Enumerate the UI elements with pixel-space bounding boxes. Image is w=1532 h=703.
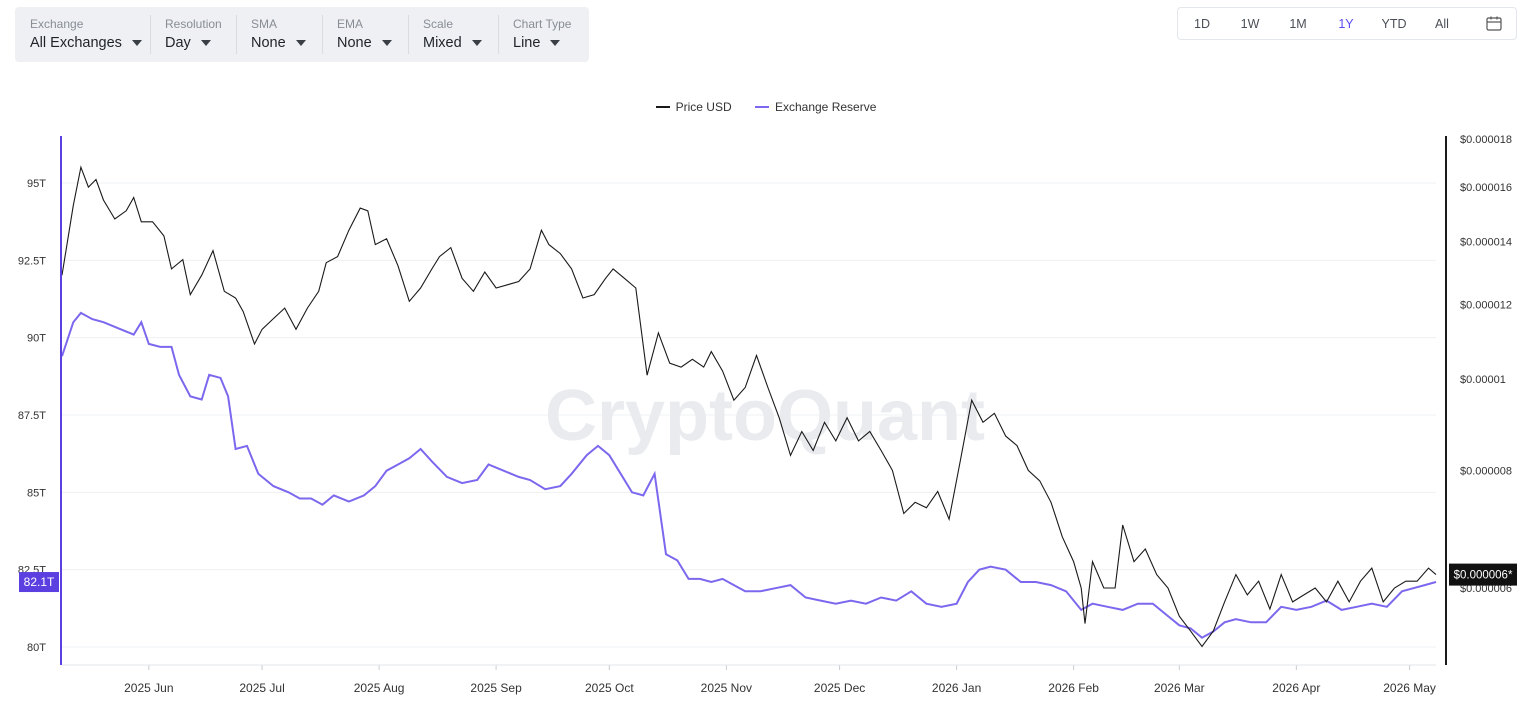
x-axis-tick-label: 2025 Dec [814,681,865,695]
left-axis-tick-label: 95T [27,178,46,190]
x-axis-tick-label: 2026 Jan [932,681,981,695]
chevron-down-icon [550,40,561,46]
scale-select-label: Scale [423,17,454,31]
current-price-label: $0.000006* [1454,570,1513,582]
chart-type-select[interactable]: Chart Type Line [498,7,588,62]
ema-select[interactable]: EMA None [322,7,408,62]
legend-label-reserve: Exchange Reserve [774,100,877,114]
x-axis-tick-label: 2026 Apr [1272,681,1320,695]
legend-item-price[interactable]: Price USD [655,100,732,114]
time-range-selector: 1D 1W 1M 1Y YTD All [1177,7,1517,40]
right-axis-tick-label: $0.000006 [1460,583,1512,595]
left-axis-tick-label: 87.5T [18,410,46,422]
chart-axes: 95T92.5T90T87.5T85T82.5T80T$0.000018$0.0… [18,134,1517,695]
chevron-down-icon [295,40,306,46]
price-usd-line [61,165,1437,648]
x-axis-tick-label: 2025 Aug [354,681,405,695]
left-axis-tick-label: 90T [27,333,46,345]
right-axis-tick-label: $0.000018 [1460,134,1512,146]
resolution-select-value: Day [165,35,191,51]
left-axis-tick-label: 92.5T [18,255,46,267]
chevron-down-icon [381,40,392,46]
chart-legend: Price USD Exchange Reserve [0,97,1532,114]
resolution-select-label: Resolution [165,17,222,31]
exchange-select-value: All Exchanges [30,35,122,51]
range-all-button[interactable]: All [1435,16,1449,31]
range-1m-button[interactable]: 1M [1289,16,1307,31]
right-axis-tick-label: $0.000014 [1460,237,1512,249]
exchange-select[interactable]: Exchange All Exchanges [15,7,150,62]
left-axis-tick-label: 85T [27,487,46,499]
current-price-badge [1449,563,1517,586]
x-axis-tick-label: 2025 Oct [585,681,634,695]
scale-select[interactable]: Scale Mixed [408,7,498,62]
range-1y-button[interactable]: 1Y [1338,16,1354,31]
sma-select[interactable]: SMA None [236,7,322,62]
x-axis-tick-label: 2025 Nov [701,681,752,695]
chevron-down-icon [471,40,482,46]
legend-swatch-price [655,106,670,108]
chart-type-select-value: Line [513,35,541,51]
current-reserve-label: 82.1T [24,575,55,589]
right-axis-tick-label: $0.000012 [1460,300,1512,312]
right-axis-tick-label: $0.000008 [1460,465,1512,477]
ema-select-label: EMA [337,17,364,31]
right-axis-tick-label: $0.000016 [1460,182,1512,194]
x-axis-tick-label: 2026 Mar [1154,681,1205,695]
scale-select-value: Mixed [423,35,462,51]
left-axis-tick-label: 80T [27,642,46,654]
exchange-reserve-line [61,311,1437,639]
calendar-icon[interactable] [1486,16,1502,31]
legend-item-reserve[interactable]: Exchange Reserve [754,100,877,114]
x-axis-tick-label: 2025 Sep [470,681,522,695]
ema-select-value: None [337,35,372,51]
x-axis-tick-label: 2025 Jul [239,681,284,695]
range-1w-button[interactable]: 1W [1240,16,1260,31]
current-reserve-badge [19,572,59,593]
range-ytd-button[interactable]: YTD [1381,16,1407,31]
resolution-select[interactable]: Resolution Day [150,7,236,62]
chart-controls: Exchange All Exchanges Resolution Day SM… [15,7,589,62]
chart-type-select-label: Chart Type [513,17,572,31]
range-1d-button[interactable]: 1D [1194,16,1210,31]
sma-select-label: SMA [251,17,278,31]
exchange-select-label: Exchange [30,17,84,31]
right-axis-tick-label: $0.00001 [1460,374,1506,386]
x-axis-tick-label: 2025 Jun [124,681,173,695]
sma-select-value: None [251,35,286,51]
chevron-down-icon [200,40,211,46]
watermark: CryptoQuant [545,376,985,456]
gridlines [62,182,1436,648]
x-axis-tick-label: 2026 Feb [1048,681,1099,695]
x-axis-tick-label: 2026 May [1383,681,1436,695]
legend-swatch-reserve [754,106,769,108]
chevron-down-icon [131,40,142,46]
legend-label-price: Price USD [675,100,732,114]
